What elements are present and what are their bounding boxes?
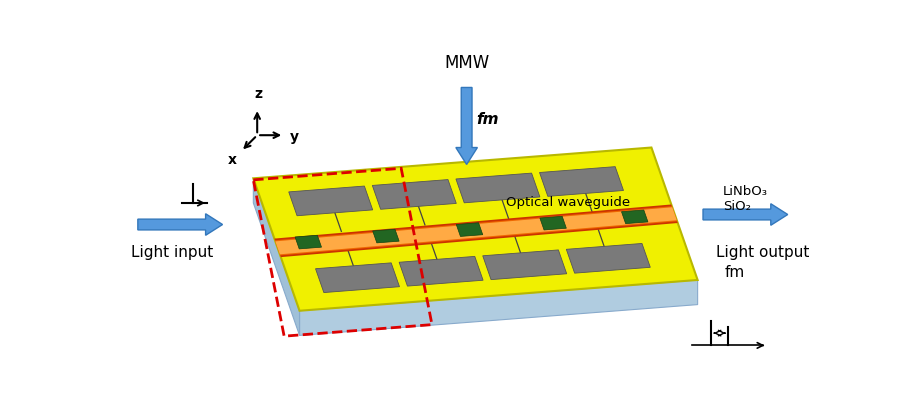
Polygon shape	[566, 244, 650, 273]
Polygon shape	[702, 204, 787, 225]
Polygon shape	[253, 178, 299, 335]
Polygon shape	[299, 280, 697, 335]
Polygon shape	[399, 256, 483, 286]
Polygon shape	[539, 216, 566, 230]
Polygon shape	[289, 186, 373, 216]
Polygon shape	[295, 235, 322, 249]
Polygon shape	[253, 148, 697, 311]
Polygon shape	[456, 87, 476, 164]
Polygon shape	[373, 229, 399, 243]
Polygon shape	[456, 173, 539, 203]
Text: Light output: Light output	[715, 245, 808, 260]
Polygon shape	[138, 214, 222, 235]
Polygon shape	[620, 210, 647, 224]
Polygon shape	[482, 250, 566, 279]
Polygon shape	[275, 207, 676, 254]
Polygon shape	[372, 180, 456, 209]
Polygon shape	[456, 223, 482, 236]
Text: z: z	[254, 87, 262, 101]
Text: SiO₂: SiO₂	[722, 200, 751, 213]
Text: Optical waveguide: Optical waveguide	[505, 196, 630, 209]
Text: x: x	[227, 153, 236, 167]
Polygon shape	[274, 206, 677, 255]
Polygon shape	[539, 166, 623, 196]
Polygon shape	[274, 204, 677, 257]
Text: LiNbO₃: LiNbO₃	[722, 185, 767, 198]
Polygon shape	[315, 263, 399, 293]
Text: MMW: MMW	[444, 54, 488, 72]
Text: Light input: Light input	[131, 245, 213, 260]
Text: fm: fm	[476, 112, 498, 127]
Text: fm: fm	[723, 265, 744, 280]
Text: y: y	[289, 130, 298, 144]
